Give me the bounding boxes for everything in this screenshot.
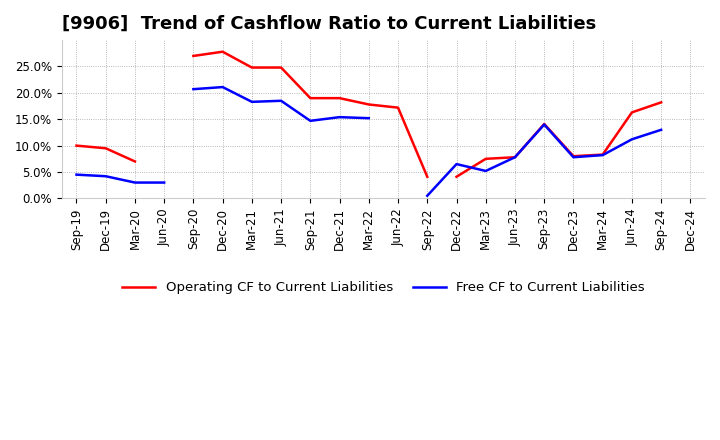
Operating CF to Current Liabilities bbox=[72, 143, 81, 148]
Operating CF to Current Liabilities bbox=[102, 146, 110, 151]
Free CF to Current Liabilities bbox=[130, 180, 139, 185]
Free CF to Current Liabilities bbox=[160, 180, 168, 185]
Free CF to Current Liabilities bbox=[102, 174, 110, 179]
Legend: Operating CF to Current Liabilities, Free CF to Current Liabilities: Operating CF to Current Liabilities, Fre… bbox=[117, 276, 650, 300]
Text: [9906]  Trend of Cashflow Ratio to Current Liabilities: [9906] Trend of Cashflow Ratio to Curren… bbox=[62, 15, 596, 33]
Line: Operating CF to Current Liabilities: Operating CF to Current Liabilities bbox=[76, 146, 135, 161]
Line: Free CF to Current Liabilities: Free CF to Current Liabilities bbox=[76, 175, 164, 183]
Free CF to Current Liabilities bbox=[72, 172, 81, 177]
Operating CF to Current Liabilities bbox=[130, 159, 139, 164]
